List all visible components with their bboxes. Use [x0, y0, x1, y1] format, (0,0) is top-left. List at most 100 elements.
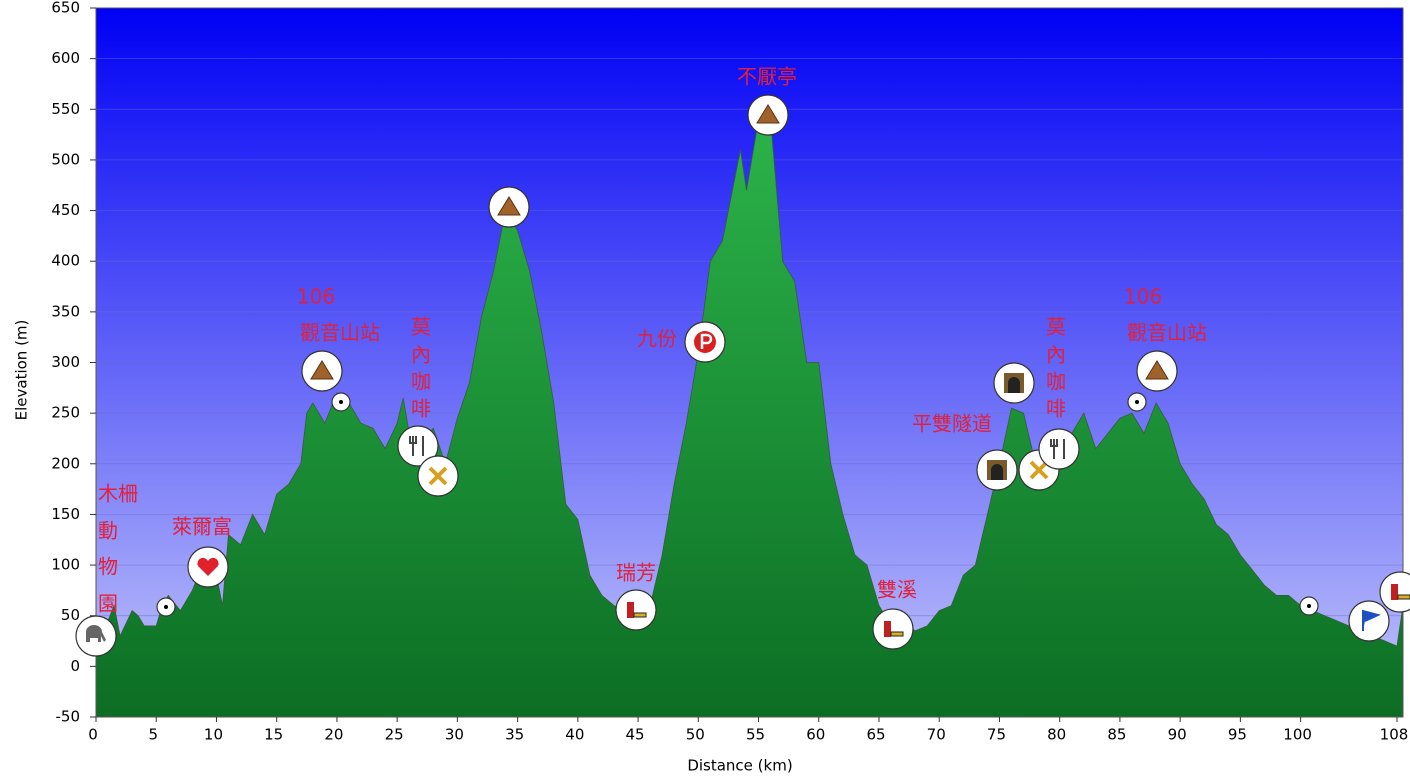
x-tick-label: 35	[505, 726, 524, 744]
y-tick-label: -50	[56, 708, 81, 726]
poi-icon	[615, 589, 657, 631]
icon-peak	[756, 104, 780, 124]
poi-icon	[1038, 428, 1080, 470]
x-tick-label: 25	[385, 726, 404, 744]
icon-fork	[1050, 439, 1065, 459]
poi-icon	[1136, 350, 1178, 392]
y-tick-label: 500	[51, 150, 80, 168]
annotation: 平雙隧道	[912, 412, 992, 436]
annotation: 106	[1124, 285, 1162, 309]
annotation: 莫	[1046, 315, 1066, 339]
annotation: 觀音山站	[1127, 321, 1207, 345]
poi-icon	[684, 321, 726, 363]
x-tick-label: 45	[626, 726, 645, 744]
poi-icon	[187, 546, 229, 588]
icon-bg	[397, 425, 439, 467]
x-tick-label: 60	[806, 726, 825, 744]
y-tick-label: 450	[51, 201, 80, 219]
y-axis-label: Elevation (m)	[13, 320, 31, 421]
icon-dot	[339, 400, 343, 404]
y-tick-label: 250	[51, 404, 80, 422]
x-tick-label: 15	[264, 726, 283, 744]
icon-rail	[890, 631, 904, 637]
icon-dot	[164, 605, 168, 609]
icon-cross	[1029, 460, 1049, 480]
x-tick-label: 40	[565, 726, 584, 744]
annotation: 不厭亭	[737, 65, 797, 89]
annotation: 啡	[1046, 397, 1066, 421]
x-tick-label: 0	[88, 726, 98, 744]
x-tick-label: 108	[1380, 726, 1409, 744]
annotation: 觀音山站	[300, 321, 380, 345]
x-tick-label: 5	[148, 726, 158, 744]
y-tick-label: 600	[51, 49, 80, 67]
x-tick-label: 90	[1168, 726, 1187, 744]
elevation-area	[95, 119, 1404, 718]
y-tick-label: 200	[51, 454, 80, 472]
icon-fork	[409, 436, 424, 456]
x-tick-label: 70	[927, 726, 946, 744]
x-tick-label: 10	[204, 726, 223, 744]
poi-icon	[397, 425, 439, 467]
x-tick-label: 80	[1047, 726, 1066, 744]
icon-station	[884, 621, 891, 637]
annotation: 萊爾富	[172, 515, 232, 539]
annotation: 雙溪	[877, 578, 917, 602]
y-tick-label: 50	[61, 606, 80, 624]
icon-peak	[497, 196, 521, 216]
icon-peak	[310, 360, 334, 380]
poi-icon	[488, 186, 530, 228]
annotation: 園	[98, 592, 118, 616]
poi-icon	[1379, 571, 1410, 613]
icon-arch	[1008, 377, 1020, 393]
icon-bg	[872, 608, 914, 650]
annotation: 動	[98, 519, 118, 543]
icon-dot	[1135, 400, 1139, 404]
annotation: 九份	[637, 327, 677, 351]
icon-station	[627, 602, 634, 618]
x-tick-label: 65	[866, 726, 885, 744]
y-tick-label: 650	[51, 0, 80, 17]
annotation: 咖	[1046, 370, 1066, 394]
y-tick-label: 550	[51, 100, 80, 118]
annotation: 106	[297, 285, 335, 309]
poi-icon	[301, 350, 343, 392]
annotation: 啡	[411, 397, 431, 421]
poi-icon	[156, 597, 176, 617]
x-axis-label: Distance (km)	[687, 757, 792, 775]
y-tick-label: 150	[51, 505, 80, 523]
x-tick-label: 75	[987, 726, 1006, 744]
x-tick-label: 30	[445, 726, 464, 744]
icon-bg	[1348, 600, 1390, 642]
x-tick-label: 20	[324, 726, 343, 744]
icon-p	[700, 333, 713, 349]
annotation: 物	[98, 555, 118, 579]
icon-bg	[615, 589, 657, 631]
icon-cross	[428, 466, 448, 486]
icon-arch	[991, 464, 1003, 480]
x-tick-label: 55	[746, 726, 765, 744]
annotation: 莫	[411, 315, 431, 339]
poi-icon	[872, 608, 914, 650]
icon-bg	[1038, 428, 1080, 470]
icon-elephant	[86, 625, 106, 642]
x-tick-label: 50	[686, 726, 705, 744]
annotation: 瑞芳	[616, 561, 656, 585]
icon-station	[1391, 584, 1398, 600]
poi-icon	[993, 362, 1035, 404]
icon-heart	[197, 557, 219, 576]
y-tick-label: 100	[51, 556, 80, 574]
poi-icon	[1127, 392, 1147, 412]
x-tick-label: 85	[1107, 726, 1126, 744]
icon-flag	[1362, 609, 1381, 631]
poi-icon	[747, 94, 789, 136]
icon-rail	[1397, 594, 1410, 600]
x-tick-label: 95	[1228, 726, 1247, 744]
y-tick-label: 300	[51, 353, 80, 371]
y-tick-label: 0	[70, 657, 80, 675]
poi-icon	[75, 615, 117, 657]
icon-peak	[1145, 360, 1169, 380]
poi-icon	[976, 449, 1018, 491]
annotation: 木柵	[98, 482, 138, 506]
